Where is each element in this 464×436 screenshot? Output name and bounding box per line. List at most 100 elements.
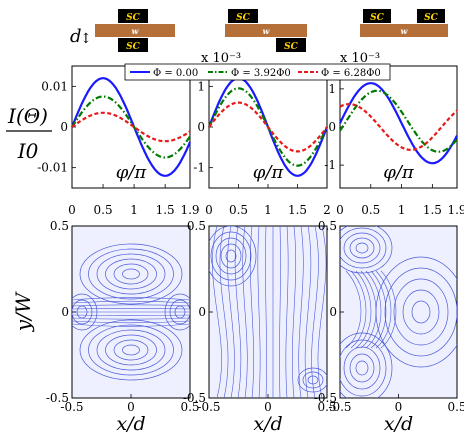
x-axis-label-stream: x/d (384, 413, 413, 435)
x-tick-label: 0 (127, 400, 135, 414)
x-tick-label: 0 (68, 203, 76, 217)
stream-line (375, 270, 392, 349)
y-tick-label: 0 (197, 120, 205, 134)
stream-line (113, 263, 149, 285)
y-tick-label: 1 (197, 79, 205, 93)
stream-line (279, 226, 281, 398)
stream-line (350, 270, 367, 349)
stream-line (220, 243, 242, 269)
stream-line (105, 258, 157, 290)
x-tick-label: -0.5 (197, 400, 220, 414)
y-axis-denominator: I0 (17, 139, 39, 163)
stream-line (340, 227, 387, 269)
y-tick-label: 0.5 (318, 219, 337, 233)
x-tick-label: 1 (130, 203, 138, 217)
stream-line (96, 253, 166, 295)
stream-line (340, 226, 393, 274)
stream-line (249, 226, 255, 398)
sc-box-top (118, 9, 148, 23)
stream-line (343, 232, 381, 264)
line-panel-left: 0 0.5 1 1.5 1.9 0.01 0 -0.01 φ/π (37, 65, 200, 217)
x-axis-label-phase: φ/π (253, 162, 285, 183)
y-axis-label-current: I(Θ) I0 (6, 104, 52, 163)
stream-panel-left: -0.5 0 0.5 0.5 0 -0.5 x/d (46, 219, 200, 435)
stream-line (219, 226, 229, 398)
series-line-3 (71, 111, 191, 143)
x-axis-label-phase: φ/π (116, 162, 148, 183)
stream-line (380, 270, 397, 349)
y-tick-label: 0.01 (41, 79, 68, 93)
stream-line (355, 360, 369, 376)
stream-line (370, 270, 387, 349)
stream-line (360, 270, 377, 349)
schematic-middle: SC w SC (225, 9, 307, 52)
stream-line (365, 270, 382, 349)
x-tick-label: 0 (336, 203, 344, 217)
series-line-1 (339, 82, 458, 165)
legend-entry-1: Φ = 0.00 (153, 68, 198, 79)
x-axis-label-phase: φ/π (383, 162, 415, 183)
stream-line (242, 226, 248, 398)
y-tick-label: -1 (324, 158, 336, 172)
x-tick-label: 1.9 (447, 203, 464, 217)
stream-line (265, 226, 267, 398)
x-tick-label: 0.5 (361, 203, 380, 217)
legend-box (124, 63, 391, 81)
stream-line (355, 242, 369, 254)
sc-box-top (228, 9, 258, 23)
stream-lines (209, 226, 327, 398)
stream-line (113, 339, 149, 361)
x-tick-label: 0.5 (317, 400, 336, 414)
stream-line (72, 304, 190, 307)
stream-line (355, 270, 372, 349)
w-label: w (263, 26, 271, 36)
stream-line (212, 226, 222, 398)
stream-line (297, 367, 327, 393)
x-tick-label: 1.5 (156, 203, 175, 217)
y-tick-label: -1 (193, 161, 205, 175)
stream-line (402, 289, 440, 335)
x-tick-label: 1 (398, 203, 406, 217)
x-axis-label-stream: x/d (116, 413, 145, 435)
sc-label: SC (284, 42, 298, 52)
x-tick-label: 0 (264, 400, 272, 414)
stream-line (340, 339, 387, 397)
exponent-label-middle: x 10⁻³ (201, 51, 241, 66)
series-line-2 (71, 95, 191, 159)
x-tick-label: 1 (264, 203, 272, 217)
stream-line (298, 226, 304, 398)
line-panel-right: 0 0.5 1 1.5 1.9 1 0 -1 φ/π (324, 65, 464, 217)
stream-line (72, 317, 190, 320)
x-tick-label: 0.5 (447, 400, 464, 414)
stream-line (215, 237, 247, 275)
stream-panel-right: -0.5 0 0.5 0.5 0 -0.5 x/d (314, 219, 464, 435)
y-tick-label: -0.5 (314, 391, 337, 405)
stream-line (96, 329, 166, 371)
stream-line (411, 300, 431, 324)
stream-line (72, 314, 190, 316)
line-panel-middle: 0 0.5 1 1.5 2 1 0 -1 φ/π (193, 65, 331, 217)
x-axis-label-stream: x/d (253, 413, 282, 435)
stream-line (122, 268, 140, 280)
x-tick-label: 0 (395, 400, 403, 414)
y-tick-label: 0.5 (50, 219, 69, 233)
stream-frame (208, 225, 328, 399)
stream-line (257, 226, 261, 398)
stream-line (79, 319, 183, 381)
plot-frame (339, 65, 458, 189)
series-line-1 (70, 77, 192, 177)
stream-line (291, 226, 297, 398)
d-label: d (70, 26, 82, 47)
legend-entry-3: Φ = 6.28Φ0 (321, 68, 381, 79)
y-tick-label: 1 (328, 82, 336, 96)
stream-line (72, 300, 190, 304)
stream-line (349, 353, 375, 383)
y-tick-label: 0 (328, 120, 336, 134)
wire-bar (360, 24, 448, 37)
y-axis-numerator: I(Θ) (7, 104, 48, 128)
legend-entry-2: Φ = 3.92Φ0 (231, 68, 291, 79)
sc-box-bottom (276, 38, 306, 52)
x-tick-label: -0.5 (60, 400, 83, 414)
stream-line (285, 226, 289, 398)
